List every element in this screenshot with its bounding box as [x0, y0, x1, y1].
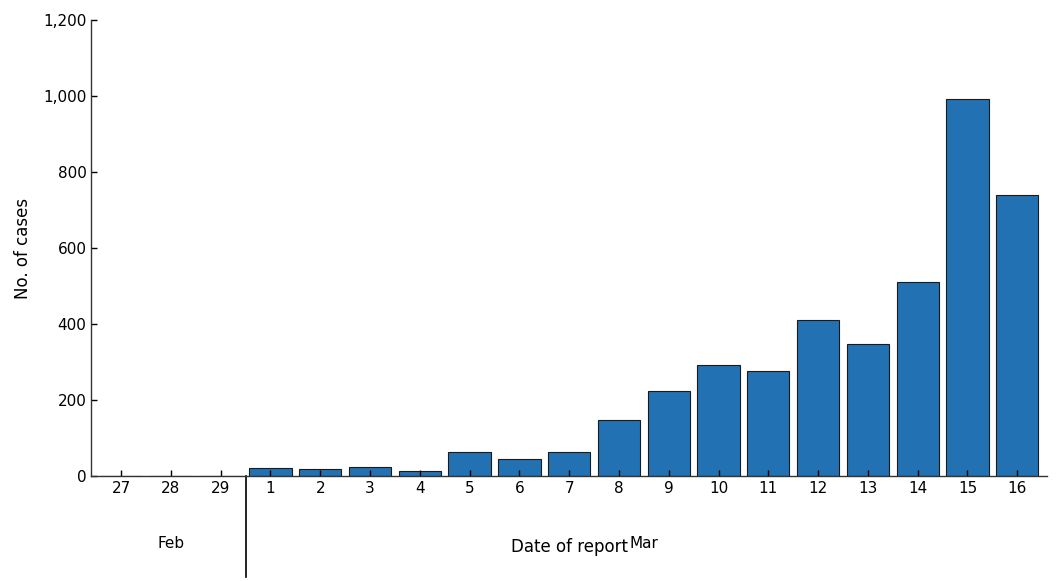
Bar — [349, 467, 392, 476]
Y-axis label: No. of cases: No. of cases — [14, 198, 32, 299]
Bar — [549, 453, 590, 476]
Bar — [499, 460, 540, 476]
Bar — [597, 419, 640, 476]
X-axis label: Date of report: Date of report — [510, 538, 628, 556]
Bar — [996, 195, 1039, 476]
Bar — [797, 320, 839, 476]
Bar — [249, 468, 292, 476]
Bar — [647, 391, 690, 476]
Bar — [946, 99, 989, 476]
Bar — [399, 471, 441, 476]
Text: Feb: Feb — [157, 536, 185, 551]
Bar — [697, 365, 740, 476]
Bar — [847, 343, 889, 476]
Bar — [449, 451, 491, 476]
Bar — [897, 282, 939, 476]
Bar — [747, 371, 789, 476]
Text: Mar: Mar — [629, 536, 658, 551]
Bar — [299, 469, 342, 476]
